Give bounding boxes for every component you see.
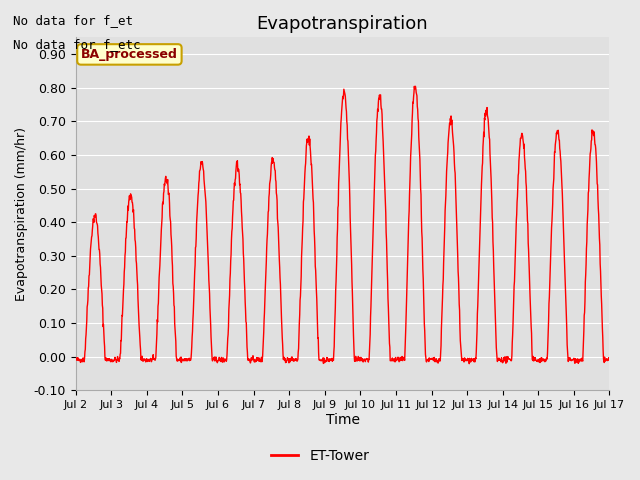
Text: No data for f_etc: No data for f_etc — [13, 38, 140, 51]
Title: Evapotranspiration: Evapotranspiration — [257, 15, 428, 33]
Text: No data for f_et: No data for f_et — [13, 14, 133, 27]
Y-axis label: Evapotranspiration (mm/hr): Evapotranspiration (mm/hr) — [15, 127, 28, 300]
Legend: ET-Tower: ET-Tower — [265, 443, 375, 468]
Text: BA_processed: BA_processed — [81, 48, 178, 61]
X-axis label: Time: Time — [326, 413, 360, 427]
